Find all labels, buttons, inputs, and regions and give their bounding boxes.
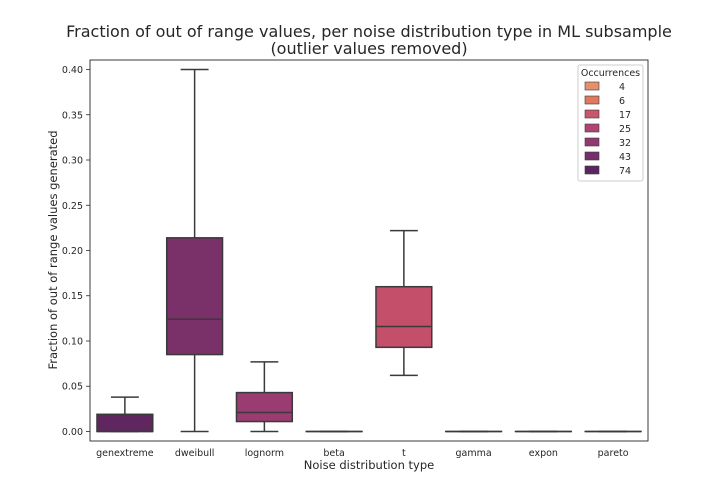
y-tick-label: 0.00 [62, 427, 83, 438]
x-axis: genextreme dweibull lognorm beta t gamma expon… [96, 448, 629, 459]
y-tick-label: 0.30 [62, 156, 83, 167]
legend-swatch-25 [584, 123, 600, 133]
y-tick-label: 0.15 [62, 291, 83, 302]
box-body [96, 413, 154, 433]
box-body [165, 237, 224, 356]
legend-label-43: 43 [619, 152, 631, 163]
legend-label-25: 25 [619, 124, 631, 135]
y-axis: 0.00 0.05 0.10 0.15 0.20 0.25 0.30 0.35 0.40 [62, 65, 90, 438]
legend-swatch-32 [584, 137, 600, 147]
x-axis-label: Noise distribution type [304, 458, 434, 472]
box-lognorm [235, 361, 294, 433]
legend-label-17: 17 [619, 110, 631, 121]
y-tick-label: 0.20 [62, 246, 83, 257]
legend-swatch-17 [584, 109, 600, 119]
box-body [375, 285, 433, 349]
boxes-group [96, 68, 642, 433]
x-tick-label-gamma: gamma [456, 448, 492, 459]
y-tick-label: 0.35 [62, 110, 83, 121]
chart-title-line-2: (outlier values removed) [270, 39, 467, 58]
chart-title-line-1: Fraction of out of range values, per noi… [66, 22, 672, 41]
x-tick-label-beta: beta [323, 448, 344, 459]
y-tick-label: 0.40 [62, 65, 83, 76]
x-tick-label-expon: expon [529, 448, 558, 459]
legend-swatch-43 [584, 151, 600, 161]
y-tick-label: 0.05 [62, 382, 83, 393]
box-dweibull [165, 68, 224, 433]
x-tick-label-genextreme: genextreme [96, 448, 154, 459]
x-tick-label-lognorm: lognorm [245, 448, 284, 459]
x-tick-label-dweibull: dweibull [175, 448, 215, 459]
box-t [375, 229, 433, 377]
legend-swatch-74 [584, 165, 600, 175]
y-axis-label: Fraction of out of range values generate… [46, 130, 60, 369]
x-tick-label-t: t [402, 448, 406, 459]
legend-label-4: 4 [619, 82, 625, 93]
legend-label-32: 32 [619, 138, 631, 149]
x-tick-label-pareto: pareto [598, 448, 629, 459]
legend-label-74: 74 [619, 166, 631, 177]
legend: Occurrences 4 6 17 25 32 43 74 [577, 64, 644, 182]
y-tick-label: 0.25 [62, 201, 83, 212]
legend-swatch-6 [584, 95, 600, 105]
legend-swatch-4 [584, 81, 600, 91]
legend-title: Occurrences [581, 68, 640, 79]
legend-label-6: 6 [619, 96, 625, 107]
box-genextreme [96, 396, 154, 433]
y-tick-label: 0.10 [62, 336, 83, 347]
box-body [235, 391, 294, 423]
